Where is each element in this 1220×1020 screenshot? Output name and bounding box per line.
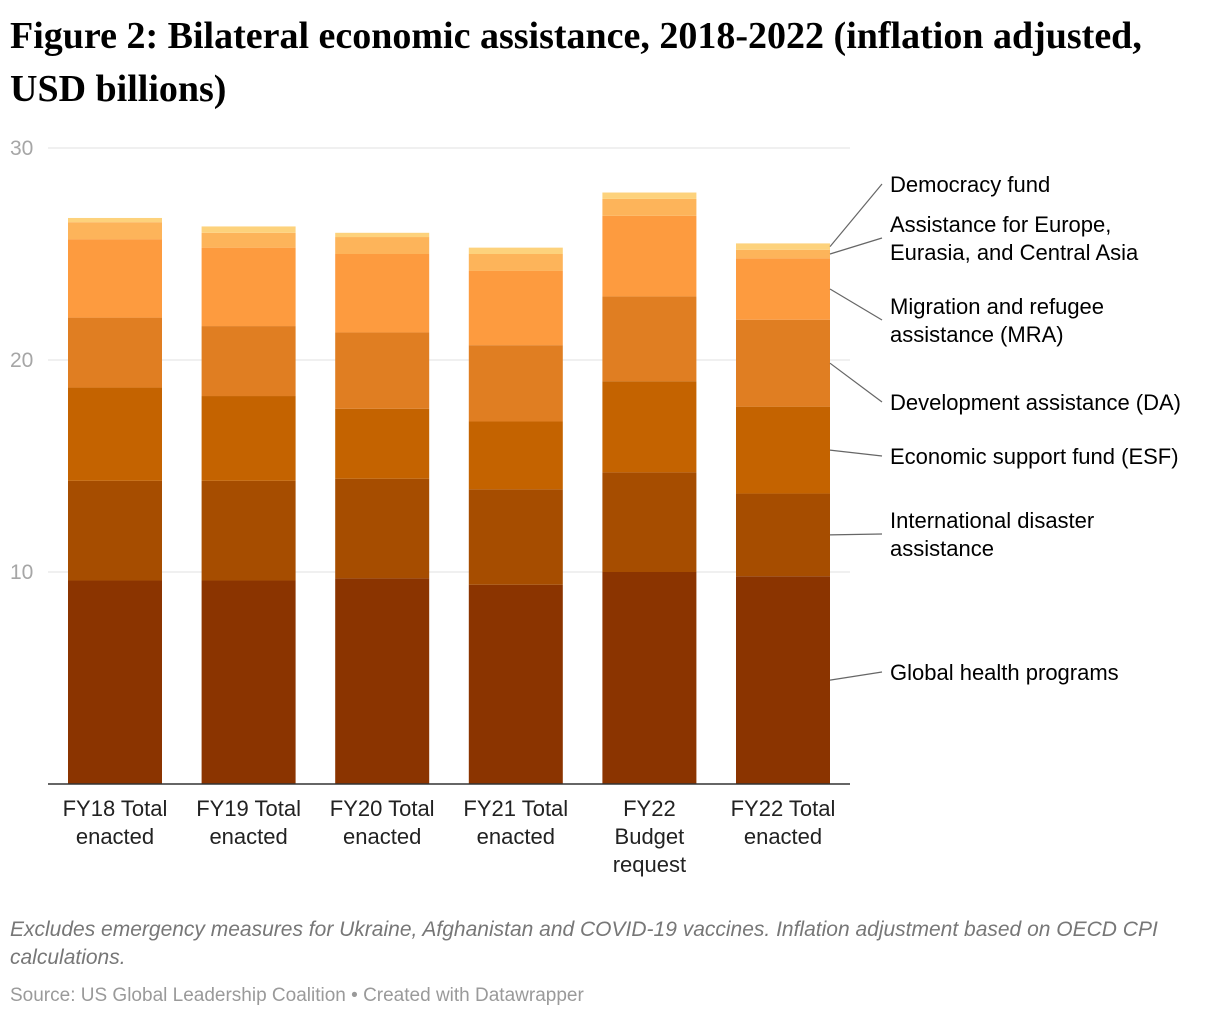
legend-leader-line-3 [829, 362, 883, 403]
legend-leader-line-2 [829, 449, 883, 457]
legend-label-line: Development assistance (DA) [890, 390, 1181, 415]
bar-segment-4-5 [602, 198, 697, 216]
bar-segment-4-6 [602, 192, 697, 199]
bar-segment-3-4 [468, 270, 563, 346]
legend-label-line: Democracy fund [890, 172, 1050, 197]
bar-segment-4-1 [602, 472, 697, 572]
legend-label-line: assistance (MRA) [890, 322, 1064, 347]
bar-segment-3-1 [468, 489, 563, 585]
legend-label-line: Economic support fund (ESF) [890, 444, 1179, 469]
bar-segment-1-1 [201, 480, 296, 581]
bar-segment-1-6 [201, 226, 296, 233]
bar-segment-2-2 [335, 408, 430, 479]
legend-leader-line-1 [829, 533, 883, 536]
x-category-label-line: FY22 [623, 796, 676, 821]
bar-segment-0-3 [68, 317, 162, 388]
x-category-label-5: FY22 Total enacted [731, 796, 836, 849]
bar-segment-1-5 [201, 232, 296, 248]
x-category-label-1: FY19 Total enacted [196, 796, 301, 849]
x-category-label-line: enacted [477, 824, 555, 849]
bar-segment-5-1 [736, 493, 830, 577]
x-category-label-4: FY22 Budget request [613, 796, 686, 877]
x-category-label-2: FY20 Total enacted [330, 796, 435, 849]
bar-segment-0-0 [68, 580, 162, 784]
legend-label-1: International disaster assistance [890, 508, 1094, 561]
bar-segment-3-6 [468, 247, 563, 254]
x-category-label-line: request [613, 852, 686, 877]
bar-segment-2-3 [335, 332, 430, 409]
y-tick-label-30: 30 [10, 137, 33, 160]
bar-segment-4-0 [602, 572, 697, 784]
legend-label-line: assistance [890, 536, 994, 561]
bar-segment-5-2 [736, 406, 830, 494]
legend-label-3: Development assistance (DA) [890, 390, 1181, 415]
x-category-label-line: Budget [615, 824, 685, 849]
bar-segment-2-4 [335, 254, 430, 333]
bar-segment-2-6 [335, 232, 430, 238]
bar-segment-5-6 [736, 243, 830, 250]
bar-segment-1-2 [201, 396, 296, 481]
stacked-bar-chart: 10 20 30 FY18 Total enacted FY19 Total enacted… [10, 137, 1181, 877]
x-category-label-line: enacted [744, 824, 822, 849]
bar-segment-0-6 [68, 217, 162, 223]
x-category-label-3: FY21 Total enacted [463, 796, 568, 849]
chart-source: Source: US Global Leadership Coalition •… [10, 985, 584, 1006]
chart-notes: Excludes emergency measures for Ukraine,… [10, 918, 1158, 969]
legend-label-line: Assistance for Europe, [890, 212, 1111, 237]
legend-label-line: Eurasia, and Central Asia [890, 240, 1139, 265]
x-category-label-line: FY19 Total [196, 796, 301, 821]
x-category-label-line: enacted [343, 824, 421, 849]
bar-segment-4-2 [602, 381, 697, 473]
bar-segment-4-3 [602, 296, 697, 382]
bar-segment-1-0 [201, 580, 296, 784]
bar-segment-3-5 [468, 254, 563, 271]
legend-leader-line-6 [829, 183, 883, 247]
chart-title: Figure 2: Bilateral economic assistance,… [10, 15, 1142, 110]
x-category-label-line: FY21 Total [463, 796, 568, 821]
bar-segment-3-3 [468, 345, 563, 422]
legend-leader-line-0 [829, 671, 883, 681]
bar-segment-3-2 [468, 421, 563, 490]
bar-segment-3-0 [468, 584, 563, 784]
bar-segment-0-4 [68, 239, 162, 318]
legend-label-2: Economic support fund (ESF) [890, 444, 1179, 469]
x-category-label-line: enacted [209, 824, 287, 849]
legend-label-line: Global health programs [890, 660, 1119, 685]
bar-segment-0-5 [68, 222, 162, 240]
bar-segment-4-4 [602, 215, 697, 297]
bar-segment-1-4 [201, 247, 296, 327]
bar-segment-1-3 [201, 326, 296, 397]
bar-segment-0-1 [68, 480, 162, 581]
bar-segment-5-5 [736, 249, 830, 259]
bar-segment-2-5 [335, 237, 430, 254]
legend-label-5: Assistance for Europe, Eurasia, and Centr… [890, 212, 1139, 265]
legend-label-line: International disaster [890, 508, 1094, 533]
x-category-label-line: FY22 Total [731, 796, 836, 821]
x-category-label-0: FY18 Total enacted [63, 796, 168, 849]
bar-segment-5-4 [736, 258, 830, 320]
legend-leader-line-4 [829, 288, 883, 321]
y-tick-label-10: 10 [10, 561, 33, 584]
y-tick-label-20: 20 [10, 349, 33, 372]
x-category-label-line: enacted [76, 824, 154, 849]
x-category-label-line: FY18 Total [63, 796, 168, 821]
legend-label-4: Migration and refugee assistance (MRA) [890, 294, 1104, 347]
bar-segment-2-0 [335, 578, 430, 784]
bar-segment-2-1 [335, 478, 430, 579]
x-category-label-line: FY20 Total [330, 796, 435, 821]
bar-segment-0-2 [68, 387, 162, 481]
bar-segment-5-3 [736, 319, 830, 407]
legend-leader-line-5 [829, 237, 883, 255]
legend-label-line: Migration and refugee [890, 294, 1104, 319]
legend-label-6: Democracy fund [890, 172, 1050, 197]
bar-segment-5-0 [736, 576, 830, 784]
legend-label-0: Global health programs [890, 660, 1119, 685]
